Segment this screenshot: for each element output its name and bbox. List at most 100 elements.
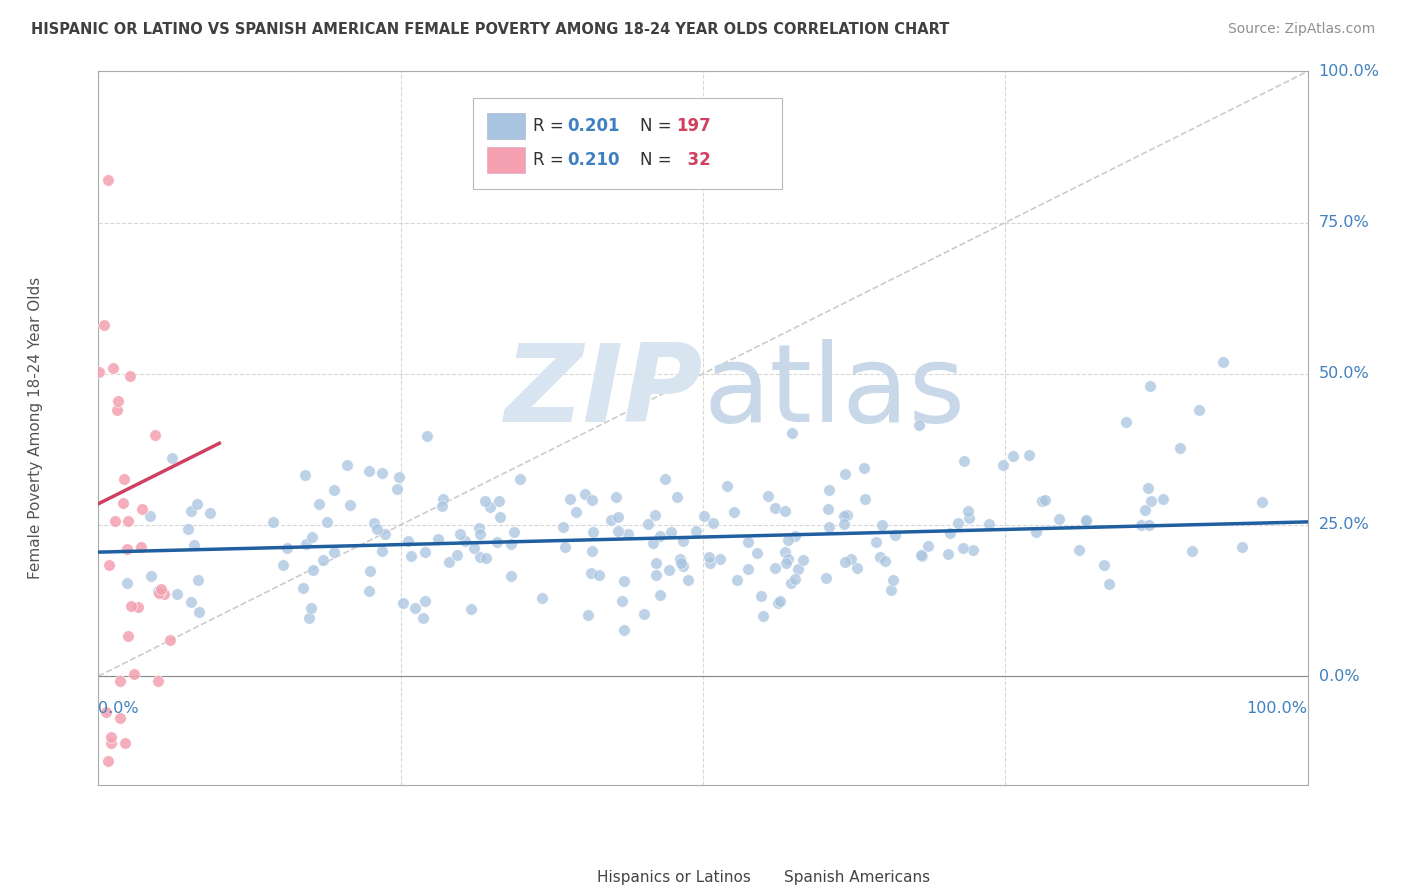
Text: 75.0%: 75.0%	[1319, 215, 1369, 230]
Point	[104, 514, 127, 528]
Point	[977, 517, 1000, 532]
Point	[112, 472, 135, 486]
Point	[485, 535, 508, 549]
Point	[122, 667, 145, 681]
Point	[599, 513, 621, 527]
Point	[302, 563, 325, 577]
Text: N =: N =	[640, 151, 678, 169]
Text: HISPANIC OR LATINO VS SPANISH AMERICAN FEMALE POVERTY AMONG 18-24 YEAR OLDS CORR: HISPANIC OR LATINO VS SPANISH AMERICAN F…	[31, 22, 949, 37]
Point	[107, 394, 129, 409]
Point	[818, 519, 841, 533]
Point	[776, 533, 799, 547]
Point	[159, 633, 181, 648]
Point	[401, 549, 423, 563]
Point	[588, 568, 610, 582]
Point	[946, 516, 969, 531]
Point	[991, 458, 1014, 472]
Point	[637, 516, 659, 531]
Point	[834, 467, 856, 481]
Point	[489, 509, 512, 524]
Point	[869, 549, 891, 564]
Point	[148, 586, 170, 600]
Point	[865, 535, 887, 549]
Point	[371, 466, 394, 480]
Point	[1074, 513, 1097, 527]
Point	[180, 504, 202, 518]
Point	[295, 536, 318, 550]
Point	[488, 494, 510, 508]
Point	[530, 591, 553, 606]
Point	[298, 611, 321, 625]
Point	[613, 623, 636, 637]
Point	[697, 549, 720, 564]
Point	[870, 517, 893, 532]
Point	[776, 552, 799, 566]
Point	[294, 468, 316, 483]
Point	[316, 515, 339, 529]
Point	[470, 527, 492, 541]
Point	[396, 534, 419, 549]
Point	[607, 524, 630, 538]
Point	[177, 522, 200, 536]
Point	[1139, 494, 1161, 508]
Point	[131, 501, 153, 516]
Point	[752, 608, 775, 623]
Point	[323, 483, 346, 498]
Point	[1250, 495, 1272, 509]
Point	[962, 542, 984, 557]
Point	[654, 472, 676, 486]
Point	[115, 542, 138, 557]
Point	[460, 602, 482, 616]
Point	[432, 491, 454, 506]
Point	[363, 516, 385, 531]
Point	[852, 460, 875, 475]
Point	[454, 534, 477, 549]
Text: 32: 32	[676, 151, 711, 169]
Point	[1098, 577, 1121, 591]
Point	[108, 711, 131, 725]
Point	[952, 454, 974, 468]
Point	[747, 546, 769, 560]
Point	[509, 472, 531, 486]
Point	[430, 499, 453, 513]
Point	[671, 557, 693, 571]
Text: 0.210: 0.210	[568, 151, 620, 169]
Text: 0.201: 0.201	[568, 118, 620, 136]
Text: 50.0%: 50.0%	[1319, 367, 1369, 381]
Point	[478, 500, 501, 514]
Point	[645, 557, 668, 571]
Text: R =: R =	[533, 118, 568, 136]
Point	[129, 540, 152, 554]
Point	[685, 524, 707, 539]
Text: 100.0%: 100.0%	[1319, 64, 1379, 78]
Point	[388, 469, 411, 483]
Point	[301, 601, 323, 615]
Point	[98, 558, 121, 572]
Point	[1139, 379, 1161, 393]
Point	[262, 516, 284, 530]
Point	[853, 492, 876, 507]
Point	[359, 564, 381, 578]
Point	[312, 553, 335, 567]
Point	[1188, 403, 1211, 417]
Point	[499, 537, 522, 551]
FancyBboxPatch shape	[486, 113, 526, 139]
Point	[574, 487, 596, 501]
Point	[127, 599, 149, 614]
Point	[413, 593, 436, 607]
Point	[112, 496, 135, 510]
Text: 100.0%: 100.0%	[1247, 701, 1308, 716]
Text: 0.0%: 0.0%	[98, 701, 139, 716]
Point	[723, 505, 745, 519]
Point	[143, 427, 166, 442]
Point	[773, 504, 796, 518]
Point	[558, 492, 581, 507]
Point	[737, 562, 759, 576]
Point	[166, 587, 188, 601]
Point	[1033, 493, 1056, 508]
Point	[936, 547, 959, 561]
Point	[845, 561, 868, 575]
Point	[139, 568, 162, 582]
Point	[605, 491, 627, 505]
Point	[183, 538, 205, 552]
